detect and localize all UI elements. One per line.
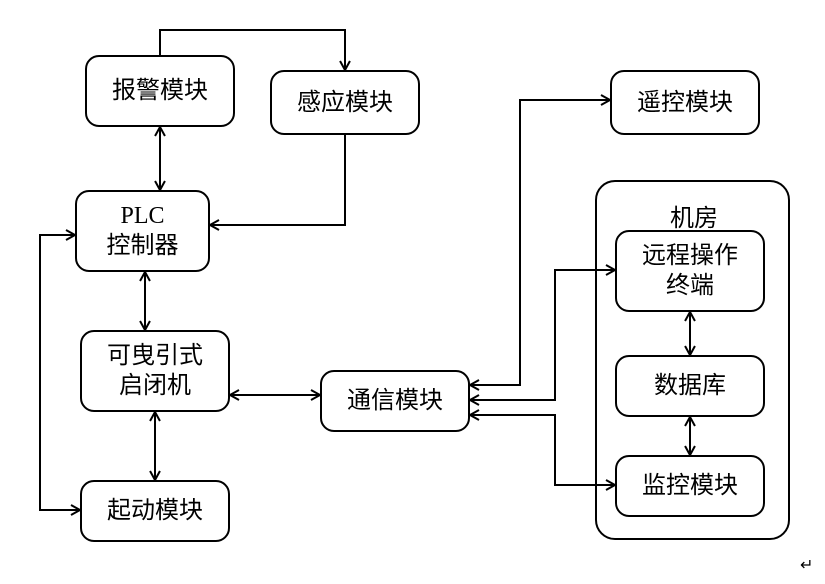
node-monitor: 监控模块 [615,455,765,517]
node-monitor-label: 监控模块 [642,471,738,501]
node-comm-label: 通信模块 [347,386,443,416]
node-remote-term-label: 远程操作终端 [642,241,738,301]
node-alarm: 报警模块 [85,55,235,127]
node-remote-ctrl: 遥控模块 [610,70,760,135]
node-sense: 感应模块 [270,70,420,135]
node-hoist-label: 可曳引式启闭机 [107,341,203,401]
trailing-mark: ↵ [800,555,813,575]
node-start-label: 起动模块 [107,496,203,526]
node-remote-term: 远程操作终端 [615,230,765,312]
node-plc: PLC控制器 [75,190,210,272]
node-plc-label: PLC控制器 [107,201,179,261]
group-title: 机房 [670,198,718,233]
node-database: 数据库 [615,355,765,417]
node-remote-ctrl-label: 遥控模块 [637,88,733,118]
node-hoist: 可曳引式启闭机 [80,330,230,412]
node-start: 起动模块 [80,480,230,542]
node-alarm-label: 报警模块 [112,76,208,106]
node-database-label: 数据库 [654,371,726,401]
node-sense-label: 感应模块 [297,88,393,118]
node-comm: 通信模块 [320,370,470,432]
